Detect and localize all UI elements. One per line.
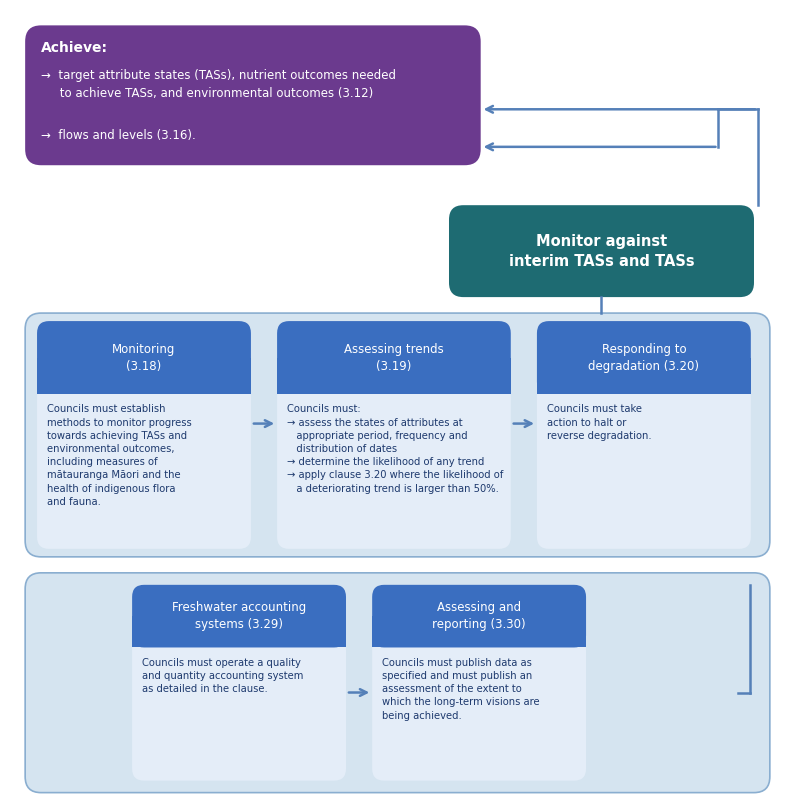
FancyBboxPatch shape xyxy=(372,585,586,647)
Text: Responding to
degradation (3.20): Responding to degradation (3.20) xyxy=(588,342,700,372)
Text: Assessing and
reporting (3.30): Assessing and reporting (3.30) xyxy=(432,602,526,631)
FancyBboxPatch shape xyxy=(37,321,251,549)
FancyBboxPatch shape xyxy=(277,358,511,394)
FancyBboxPatch shape xyxy=(37,321,251,394)
Text: Councils must publish data as
specified and must publish an
assessment of the ex: Councils must publish data as specified … xyxy=(382,658,540,721)
Text: Freshwater accounting
systems (3.29): Freshwater accounting systems (3.29) xyxy=(172,602,306,631)
FancyBboxPatch shape xyxy=(37,358,251,394)
Text: Monitoring
(3.18): Monitoring (3.18) xyxy=(112,342,176,372)
FancyBboxPatch shape xyxy=(132,585,346,780)
Text: Councils must establish
methods to monitor progress
towards achieving TASs and
e: Councils must establish methods to monit… xyxy=(48,404,192,507)
FancyBboxPatch shape xyxy=(132,616,346,647)
FancyBboxPatch shape xyxy=(537,321,750,549)
Text: Assessing trends
(3.19): Assessing trends (3.19) xyxy=(344,342,444,372)
Text: →  target attribute states (TASs), nutrient outcomes needed
     to achieve TASs: → target attribute states (TASs), nutrie… xyxy=(41,69,396,100)
FancyBboxPatch shape xyxy=(25,26,481,165)
Text: Achieve:: Achieve: xyxy=(41,42,108,55)
FancyBboxPatch shape xyxy=(449,205,754,297)
FancyBboxPatch shape xyxy=(25,573,770,792)
FancyBboxPatch shape xyxy=(132,585,346,647)
FancyBboxPatch shape xyxy=(537,358,750,394)
FancyBboxPatch shape xyxy=(372,616,586,647)
Text: →  flows and levels (3.16).: → flows and levels (3.16). xyxy=(41,129,196,142)
FancyBboxPatch shape xyxy=(277,321,511,394)
FancyBboxPatch shape xyxy=(277,321,511,549)
FancyBboxPatch shape xyxy=(25,313,770,557)
FancyBboxPatch shape xyxy=(372,585,586,780)
Text: Councils must operate a quality
and quantity accounting system
as detailed in th: Councils must operate a quality and quan… xyxy=(142,658,304,695)
Text: Councils must:
→ assess the states of attributes at
   appropriate period, frequ: Councils must: → assess the states of at… xyxy=(287,404,504,493)
Text: Councils must take
action to halt or
reverse degradation.: Councils must take action to halt or rev… xyxy=(547,404,652,441)
FancyBboxPatch shape xyxy=(537,321,750,394)
Text: Monitor against
interim TASs and TASs: Monitor against interim TASs and TASs xyxy=(509,233,694,269)
